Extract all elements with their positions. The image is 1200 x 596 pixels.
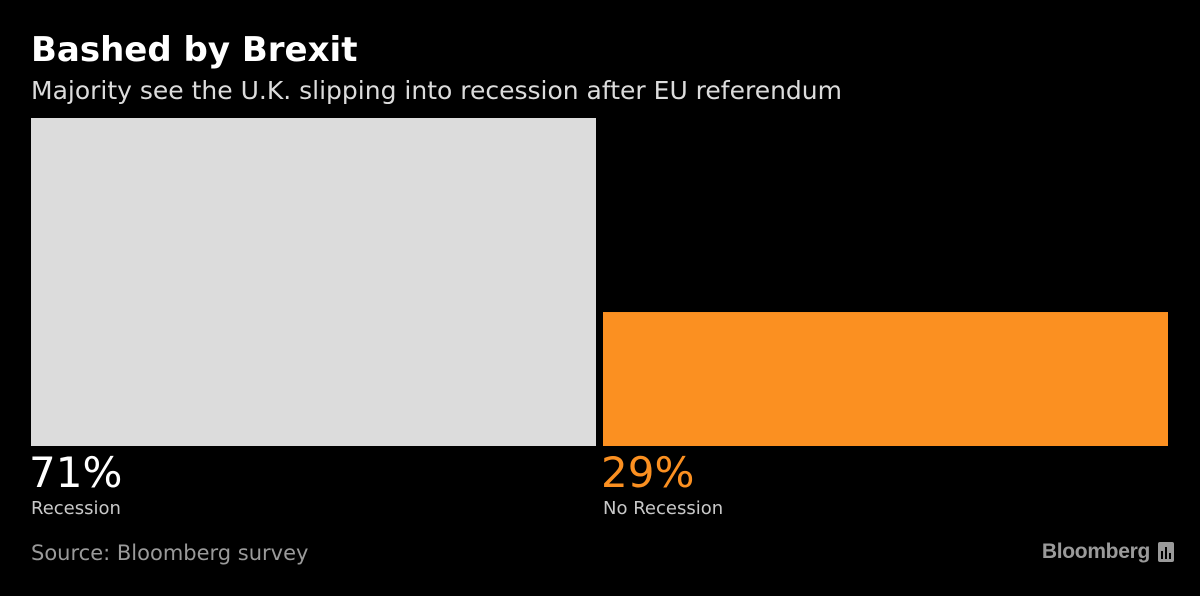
bloomberg-logo: Bloomberg — [1042, 538, 1174, 566]
value-label: 71% — [29, 448, 123, 497]
bloomberg-bar-icon — [1158, 542, 1174, 562]
value-label: 29% — [601, 448, 695, 497]
source-note: Source: Bloomberg survey — [31, 541, 309, 565]
category-label: Recession — [31, 498, 121, 519]
category-label: No Recession — [603, 498, 724, 519]
bar-no-recession — [603, 312, 1168, 446]
bar-recession — [31, 118, 596, 446]
chart-title: Bashed by Brexit — [31, 30, 358, 70]
chart-subtitle: Majority see the U.K. slipping into rece… — [31, 76, 842, 105]
logo-text: Bloomberg — [1041, 540, 1150, 563]
